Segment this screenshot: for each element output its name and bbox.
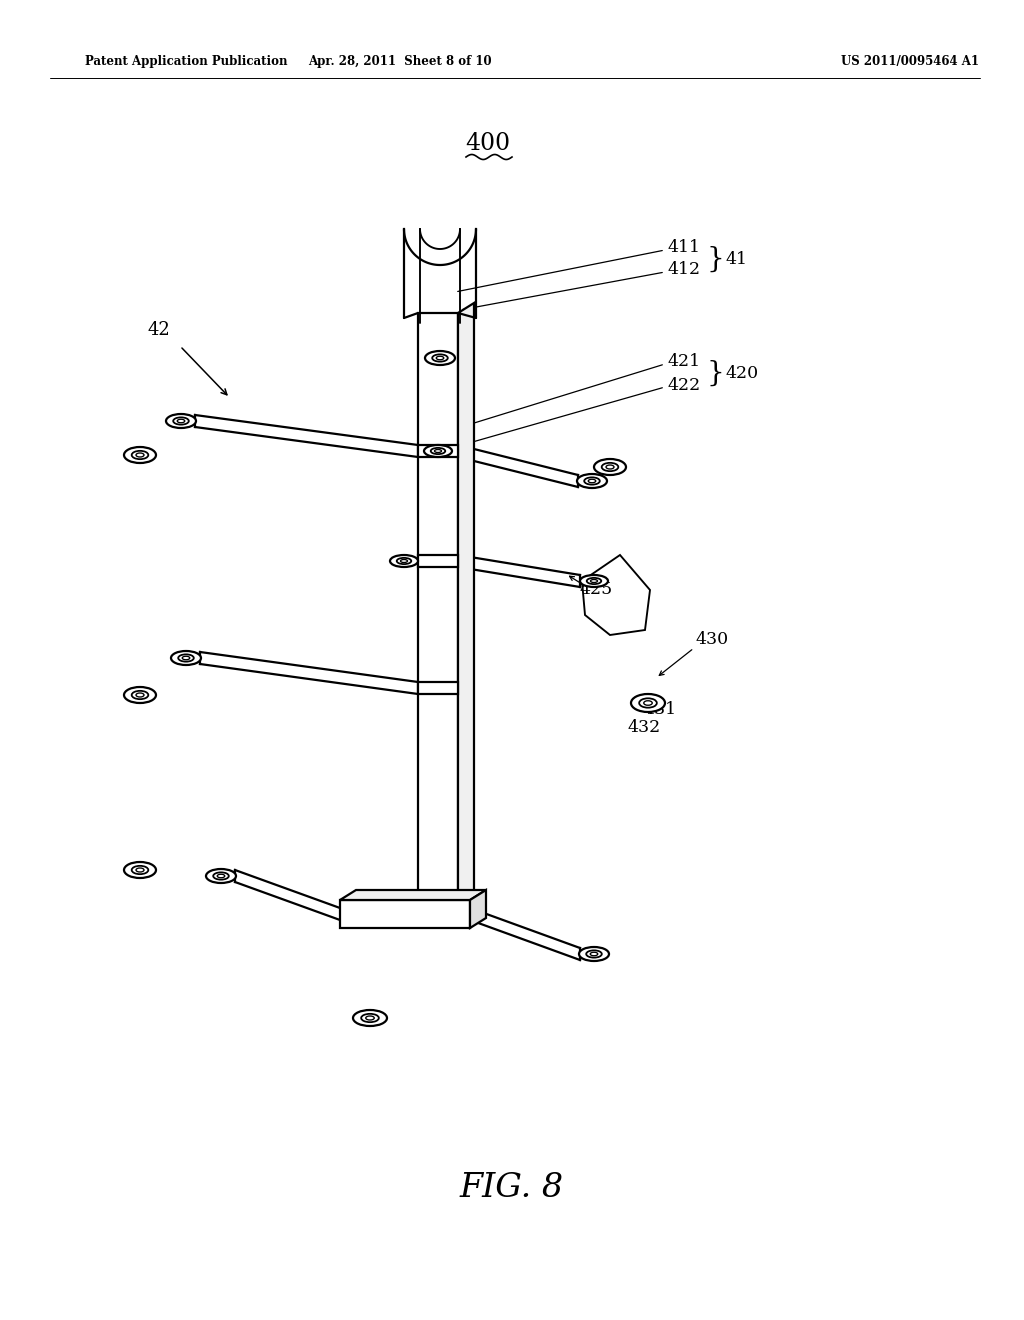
- Ellipse shape: [432, 354, 447, 362]
- Text: 425: 425: [580, 582, 613, 598]
- Ellipse shape: [639, 698, 656, 708]
- Ellipse shape: [390, 554, 418, 568]
- Ellipse shape: [136, 869, 144, 873]
- Ellipse shape: [425, 351, 455, 366]
- Text: 42: 42: [148, 321, 171, 339]
- Ellipse shape: [591, 579, 597, 582]
- Ellipse shape: [124, 686, 156, 704]
- Ellipse shape: [436, 356, 443, 360]
- Text: Apr. 28, 2011  Sheet 8 of 10: Apr. 28, 2011 Sheet 8 of 10: [308, 55, 492, 69]
- Ellipse shape: [124, 862, 156, 878]
- Ellipse shape: [361, 1014, 379, 1022]
- Ellipse shape: [396, 558, 412, 564]
- Text: 432: 432: [628, 719, 662, 737]
- Polygon shape: [418, 682, 458, 694]
- Text: FIG. 8: FIG. 8: [460, 1172, 564, 1204]
- Text: 430: 430: [695, 631, 728, 648]
- Ellipse shape: [132, 451, 148, 459]
- Text: 41: 41: [725, 251, 746, 268]
- Ellipse shape: [400, 560, 408, 562]
- Ellipse shape: [434, 450, 441, 453]
- Ellipse shape: [602, 463, 618, 471]
- Ellipse shape: [166, 414, 196, 428]
- Ellipse shape: [171, 651, 201, 665]
- Polygon shape: [340, 900, 470, 928]
- Ellipse shape: [590, 952, 598, 956]
- Text: 431: 431: [643, 701, 676, 718]
- Ellipse shape: [206, 869, 236, 883]
- Polygon shape: [470, 890, 486, 928]
- Ellipse shape: [644, 701, 652, 705]
- Ellipse shape: [177, 420, 184, 422]
- Text: 412: 412: [668, 261, 701, 279]
- Ellipse shape: [594, 459, 626, 475]
- Ellipse shape: [577, 474, 607, 488]
- Ellipse shape: [182, 656, 189, 660]
- Ellipse shape: [580, 576, 608, 587]
- Ellipse shape: [586, 950, 602, 957]
- Ellipse shape: [124, 447, 156, 463]
- Polygon shape: [582, 554, 650, 635]
- Text: 422: 422: [668, 376, 701, 393]
- Ellipse shape: [431, 447, 445, 454]
- Ellipse shape: [587, 578, 601, 585]
- Text: 400: 400: [466, 132, 511, 154]
- Ellipse shape: [424, 445, 452, 457]
- Polygon shape: [418, 445, 458, 457]
- Ellipse shape: [132, 690, 148, 700]
- Ellipse shape: [132, 866, 148, 874]
- Ellipse shape: [217, 874, 224, 878]
- Ellipse shape: [588, 479, 596, 483]
- Ellipse shape: [353, 1010, 387, 1026]
- Ellipse shape: [585, 478, 600, 484]
- Ellipse shape: [136, 453, 144, 457]
- Ellipse shape: [631, 694, 665, 711]
- Text: }: }: [707, 246, 725, 272]
- Ellipse shape: [366, 1016, 374, 1020]
- Ellipse shape: [136, 693, 144, 697]
- Polygon shape: [458, 304, 474, 900]
- Text: US 2011/0095464 A1: US 2011/0095464 A1: [841, 55, 979, 69]
- Ellipse shape: [213, 873, 228, 879]
- Ellipse shape: [173, 417, 188, 425]
- Polygon shape: [418, 313, 458, 900]
- Text: 411: 411: [668, 239, 701, 256]
- Polygon shape: [340, 890, 486, 900]
- Text: 420: 420: [725, 364, 758, 381]
- Text: Patent Application Publication: Patent Application Publication: [85, 55, 288, 69]
- Ellipse shape: [606, 465, 614, 469]
- Text: 421: 421: [668, 354, 701, 371]
- Polygon shape: [418, 554, 458, 568]
- Text: }: }: [707, 359, 725, 387]
- Ellipse shape: [178, 655, 194, 661]
- Ellipse shape: [579, 946, 609, 961]
